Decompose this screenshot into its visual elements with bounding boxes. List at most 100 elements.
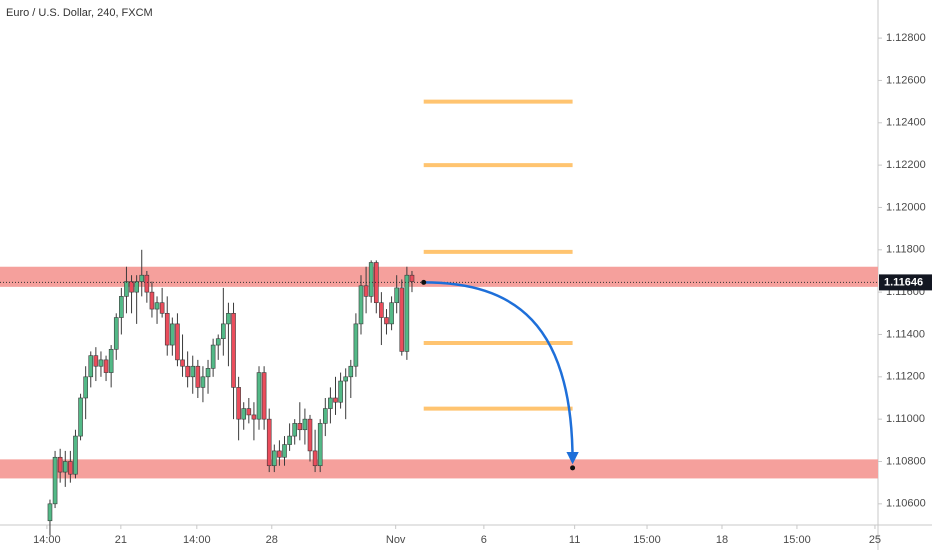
x-tick-label: 14:00 xyxy=(183,534,211,546)
x-tick-label: 18 xyxy=(716,534,728,546)
y-tick-label: 1.12600 xyxy=(886,74,926,86)
y-tick-label: 1.12800 xyxy=(886,32,926,44)
candle-body xyxy=(170,323,175,346)
candle-body xyxy=(226,313,231,325)
candle-body xyxy=(52,456,58,505)
candle-body xyxy=(343,376,348,382)
candle-body xyxy=(108,348,114,373)
candle-body xyxy=(379,302,384,318)
arrow-end xyxy=(570,465,576,471)
candle-body xyxy=(404,274,410,352)
candle-body xyxy=(210,344,216,369)
x-tick-label: 21 xyxy=(115,534,127,546)
candle-body xyxy=(200,376,206,388)
candle-body xyxy=(251,414,257,420)
candle-body xyxy=(159,302,165,314)
candle-body xyxy=(119,296,124,318)
candle-body xyxy=(353,323,359,367)
x-tick-label: 6 xyxy=(481,534,487,546)
candle-body xyxy=(221,323,226,340)
candle-body xyxy=(363,285,369,297)
candle-body xyxy=(241,408,247,420)
candle-body xyxy=(62,461,68,473)
y-tick-label: 1.12200 xyxy=(886,159,926,171)
candle-body xyxy=(73,435,78,475)
candle-body xyxy=(384,317,389,325)
candle-body xyxy=(261,372,267,420)
candle-body xyxy=(292,423,298,437)
candle-body xyxy=(282,444,287,458)
candle-body xyxy=(256,372,262,420)
y-tick-label: 1.12400 xyxy=(886,117,926,129)
candle-body xyxy=(215,338,221,346)
y-tick-label: 1.11800 xyxy=(886,244,925,256)
last-price-label: 1.11646 xyxy=(884,276,923,288)
candle-body xyxy=(164,313,170,346)
candle-body xyxy=(190,365,196,378)
candle-body xyxy=(113,317,119,350)
candle-body xyxy=(47,503,53,522)
candle-body xyxy=(389,302,394,325)
candle-body xyxy=(307,418,313,452)
candle-body xyxy=(373,262,379,304)
x-tick-label: 15:00 xyxy=(783,534,811,546)
candle-body xyxy=(322,408,328,424)
x-tick-label: 11 xyxy=(569,534,580,546)
y-tick-label: 1.11000 xyxy=(886,413,925,425)
candle-body xyxy=(154,302,160,310)
zone xyxy=(0,266,878,287)
candle-body xyxy=(328,397,333,409)
x-tick-label: Nov xyxy=(386,534,406,546)
candle-body xyxy=(368,262,374,297)
candle-body xyxy=(68,461,73,475)
candle-body xyxy=(358,285,364,325)
candle-body xyxy=(78,397,83,437)
arrow-start xyxy=(421,279,427,285)
candle-body xyxy=(277,450,282,458)
candle-body xyxy=(266,418,272,467)
candle-body xyxy=(134,281,139,293)
candle-body xyxy=(302,418,308,431)
candle-body xyxy=(175,323,180,361)
candle-body xyxy=(57,456,63,473)
candle-body xyxy=(236,387,241,420)
candle-body xyxy=(231,313,236,388)
y-tick-label: 1.10800 xyxy=(886,455,926,467)
candle-body xyxy=(338,380,343,403)
candle-body xyxy=(394,287,399,304)
y-tick-label: 1.12000 xyxy=(886,201,926,213)
candle-body xyxy=(93,355,99,367)
last-price-box xyxy=(879,274,932,291)
candle-body xyxy=(185,365,190,378)
y-tick-label: 1.11400 xyxy=(886,328,925,340)
candle-body xyxy=(144,274,150,293)
candle-body xyxy=(195,365,201,388)
candle-body xyxy=(124,281,129,297)
candle-body xyxy=(312,450,318,467)
candle-body xyxy=(399,287,405,352)
candle-body xyxy=(98,359,104,367)
candle-body xyxy=(287,435,292,445)
candle-body xyxy=(180,359,185,367)
candle-body xyxy=(149,291,155,310)
candle-body xyxy=(409,274,415,282)
candle-body xyxy=(139,274,145,282)
candle-body xyxy=(83,376,88,399)
zone xyxy=(0,459,878,479)
candle-body xyxy=(103,359,109,373)
x-tick-label: 15:00 xyxy=(633,534,661,546)
x-tick-label: 28 xyxy=(266,534,278,546)
candle-body xyxy=(348,365,354,378)
candle-body xyxy=(297,423,303,431)
chart-title: Euro / U.S. Dollar, 240, FXCM xyxy=(6,7,153,19)
candle-body xyxy=(246,408,252,416)
forecast-arrow xyxy=(423,281,579,465)
candle-body xyxy=(333,397,338,403)
y-tick-label: 1.10600 xyxy=(886,498,926,510)
y-tick-label: 1.11200 xyxy=(886,371,925,383)
candle-body xyxy=(272,450,277,467)
candle-body xyxy=(88,355,94,378)
candle-body xyxy=(205,368,211,378)
x-tick-label: 14:00 xyxy=(33,534,61,546)
